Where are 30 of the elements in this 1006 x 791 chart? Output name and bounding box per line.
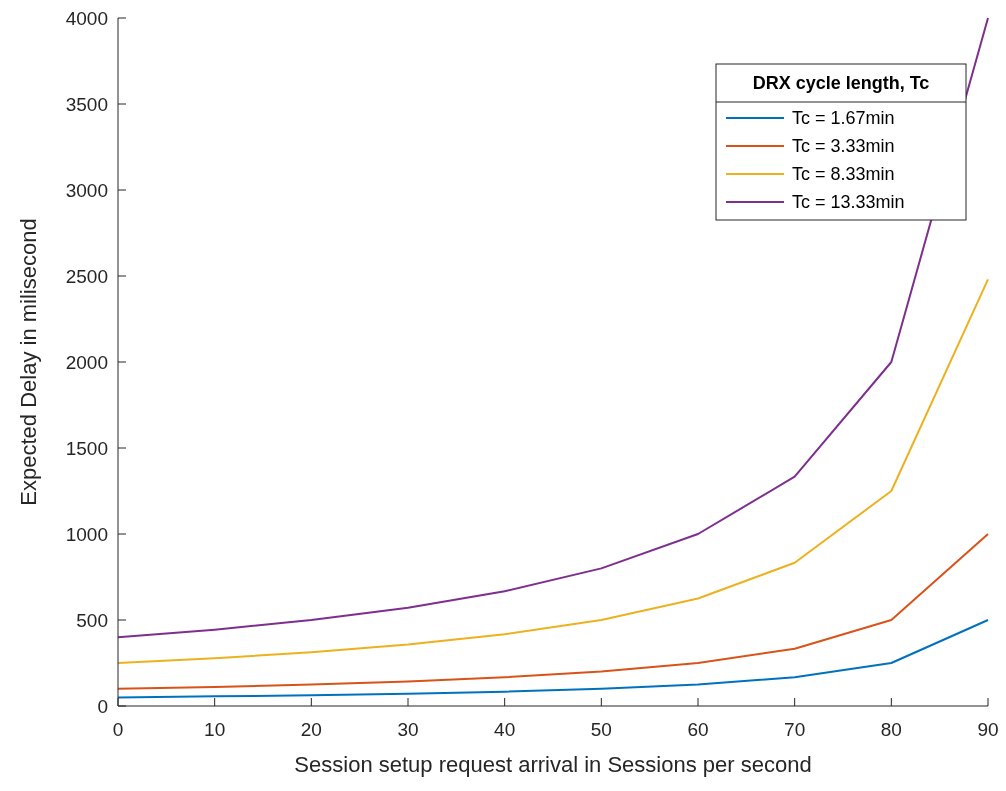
x-tick-label: 10 (204, 719, 226, 740)
line-series (117, 533, 989, 690)
x-axis-title: Session setup request arrival in Sessions per second (294, 752, 812, 777)
x-tick-label: 40 (494, 719, 516, 740)
x-tick-label: 80 (880, 719, 902, 740)
y-tick-label: 2000 (65, 351, 108, 373)
line-series (117, 619, 989, 699)
legend-label: Tc = 3.33min (792, 136, 895, 157)
y-tick-label: 3000 (65, 179, 108, 201)
x-tick-label: 70 (784, 719, 806, 740)
y-tick-label: 1500 (65, 437, 108, 459)
x-tick-label: 0 (112, 719, 124, 740)
x-tick-label: 20 (300, 719, 322, 740)
y-axis-title: Expected Delay in milisecond (16, 218, 41, 506)
y-tick-label: 0 (97, 695, 108, 717)
y-tick-label: 3500 (65, 93, 108, 115)
y-tick-label: 500 (76, 609, 108, 631)
y-tick-label: 1000 (65, 523, 108, 545)
legend-label: Tc = 13.33min (792, 192, 905, 213)
legend-label: Tc = 1.67min (792, 108, 895, 129)
x-tick-label: 90 (977, 719, 999, 740)
line-series (117, 17, 989, 639)
x-tick-label: 30 (397, 719, 419, 740)
legend-label: Tc = 8.33min (792, 164, 895, 185)
line-series (117, 278, 989, 664)
x-tick-label: 50 (590, 719, 612, 740)
y-tick-label: 4000 (65, 7, 108, 29)
y-tick-label: 2500 (65, 265, 108, 287)
legend-title: DRX cycle length, Tc (752, 73, 930, 94)
x-tick-label: 60 (687, 719, 709, 740)
